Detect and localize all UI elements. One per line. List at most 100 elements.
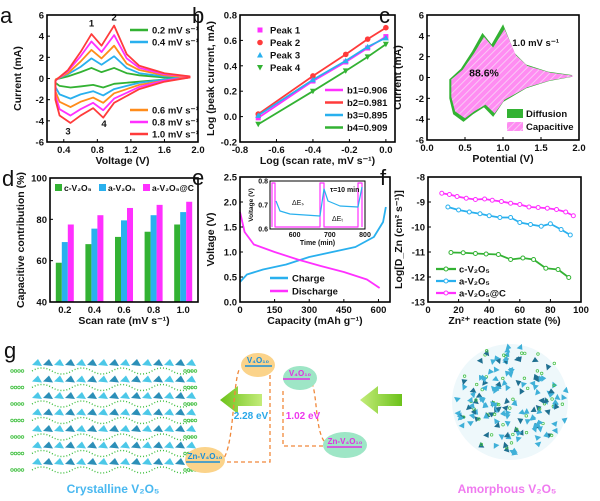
- zn-ion-icon: [193, 418, 198, 423]
- vo-polyhedron: [54, 458, 64, 465]
- bar: [144, 231, 151, 302]
- zn-ion-icon: [20, 369, 25, 373]
- data-point: [255, 112, 262, 118]
- y-axis-label: Log (peak current, mA): [205, 21, 217, 136]
- data-point: [528, 222, 534, 227]
- y-tick-label: 0.2: [224, 87, 237, 98]
- zn-ion-icon: [190, 435, 194, 439]
- y-tick-label: 0: [419, 73, 424, 84]
- vo-polyhedron: [142, 359, 152, 366]
- bar: [55, 262, 62, 302]
- vo-polyhedron: [521, 381, 527, 388]
- data-point: [456, 207, 462, 213]
- vo-polyhedron: [503, 441, 509, 449]
- vo-polyhedron: [492, 375, 499, 382]
- vo-polyhedron: [175, 359, 185, 366]
- inset-voltage-curve: [275, 186, 363, 217]
- vo-polyhedron: [131, 441, 141, 449]
- zn-diffusion-path: [31, 400, 193, 408]
- inset-x-axis-label: Time (min): [300, 240, 335, 247]
- vo-polyhedron: [54, 375, 64, 383]
- vo-polyhedron: [98, 425, 108, 432]
- zn-ion-icon: [508, 406, 512, 410]
- vo-polyhedron: [533, 373, 540, 380]
- x-axis-label: Zn²⁺ reaction state (%): [448, 315, 560, 327]
- vo-polyhedron: [504, 420, 511, 427]
- vo-polyhedron: [43, 441, 53, 449]
- y-axis-label: Log[D_Zn (cm² s⁻¹)]: [393, 190, 405, 289]
- vo-polyhedron: [32, 458, 42, 465]
- y-tick-label: 4: [419, 31, 425, 42]
- x-axis-label: Capacity (mAh g⁻¹): [267, 315, 362, 327]
- data-point: [563, 209, 569, 215]
- y-tick-label: -12: [411, 273, 425, 284]
- vo-polyhedron: [469, 387, 477, 393]
- data-point: [383, 24, 389, 31]
- vo-polyhedron: [530, 406, 537, 413]
- panel-letter-d: d: [2, 166, 14, 191]
- vo-polyhedron: [533, 376, 540, 383]
- y-tick-label: 0: [39, 74, 44, 85]
- zn-ion-icon: [13, 402, 18, 406]
- vo-polyhedron: [98, 458, 108, 465]
- vo-polyhedron: [186, 392, 196, 399]
- x-tick-label: 1.6: [158, 145, 171, 156]
- vo-polyhedron: [493, 442, 500, 449]
- vo-polyhedron: [490, 401, 496, 408]
- vo-polyhedron: [478, 441, 485, 448]
- zn-ion-icon: [536, 352, 540, 356]
- data-point: [498, 199, 504, 204]
- zn-ion-icon: [520, 351, 524, 355]
- zn-ion-icon: [183, 385, 187, 390]
- vo-polyhedron: [529, 380, 536, 387]
- zn-ion-icon: [17, 451, 21, 456]
- vo-polyhedron: [468, 413, 475, 420]
- vo-polyhedron: [524, 419, 531, 425]
- bar: [97, 215, 104, 302]
- x-tick-label: 0.6: [117, 305, 130, 316]
- vo-polyhedron: [475, 392, 483, 398]
- zn-ion-icon: [549, 433, 554, 438]
- scan-rate-annotation: 1.0 mV s⁻¹: [512, 38, 559, 49]
- data-point: [460, 250, 466, 256]
- data-point: [446, 192, 452, 197]
- bar: [121, 220, 127, 302]
- vo-polyhedron: [142, 425, 152, 432]
- legend-entry: 1.0 mV s⁻¹: [152, 130, 199, 141]
- zn-ion-icon: [550, 397, 554, 401]
- vo-polyhedron: [131, 425, 141, 432]
- legend-entry: Charge: [292, 274, 325, 285]
- data-point: [445, 204, 451, 210]
- data-point: [495, 252, 501, 257]
- vo-polyhedron: [561, 417, 568, 424]
- zn-diffusion-path: [31, 367, 193, 375]
- vo-polyhedron: [98, 375, 108, 383]
- vo-polyhedron: [109, 359, 119, 366]
- zn-ion-icon: [489, 433, 494, 437]
- vo-polyhedron: [76, 392, 86, 399]
- vo-polyhedron: [482, 402, 489, 409]
- vo-polyhedron: [65, 458, 75, 465]
- vo-polyhedron: [457, 414, 465, 421]
- data-point: [508, 215, 514, 220]
- y-tick-label: 0.8: [224, 11, 237, 22]
- vo-polyhedron: [164, 392, 174, 399]
- zn-ion-icon: [509, 441, 514, 445]
- vo-polyhedron: [109, 425, 119, 432]
- panel-g: g Crystalline V₂O₅ Amorphous V₂O₅ V₄O₁₀ …: [4, 338, 569, 496]
- vo-polyhedron: [515, 436, 522, 443]
- vo-polyhedron: [54, 408, 64, 416]
- x-tick-label: 1.5: [534, 143, 548, 154]
- zn-ion-icon: [183, 451, 187, 456]
- data-point: [255, 121, 262, 128]
- vo-polyhedron: [547, 388, 555, 394]
- vo-polyhedron: [120, 392, 130, 399]
- vo-polyhedron: [505, 384, 511, 392]
- vo-polyhedron: [494, 418, 501, 425]
- vo-polyhedron: [461, 379, 468, 385]
- zn-ion-icon: [186, 402, 191, 406]
- vo-polyhedron: [109, 375, 119, 383]
- legend-entry: c-V₂O₅: [64, 183, 92, 193]
- data-point: [570, 213, 576, 219]
- zn-ion-icon: [10, 402, 14, 406]
